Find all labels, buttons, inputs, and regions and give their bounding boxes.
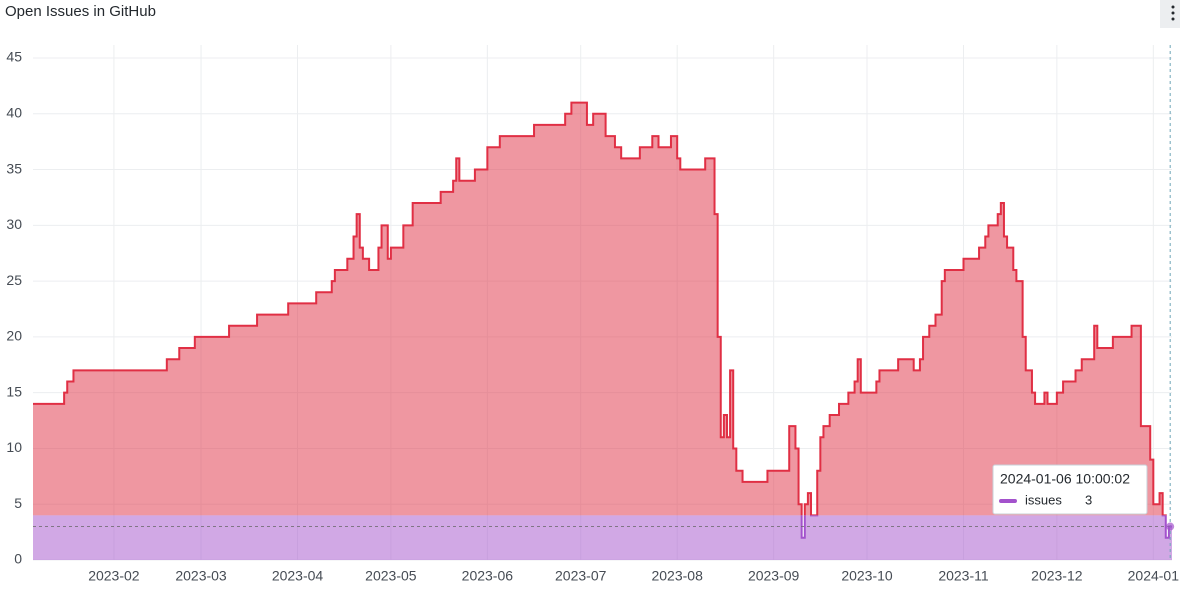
- overlay: [33, 45, 1175, 560]
- x-tick-label: 2023-03: [175, 568, 227, 584]
- x-tick-label: 2023-05: [365, 568, 417, 584]
- line: [33, 101, 1167, 516]
- menu-dot: [1171, 17, 1175, 21]
- area: [33, 102, 1163, 516]
- x-tick-label: 2023-12: [1031, 568, 1083, 584]
- menu-button[interactable]: [1160, 0, 1180, 28]
- x-tick-label: 2023-04: [272, 568, 324, 584]
- y-tick-label: 45: [6, 49, 22, 65]
- y-tick-label: 25: [6, 272, 22, 288]
- tooltip-box: [992, 464, 1148, 515]
- x-tick-label: 2023-11: [938, 568, 989, 584]
- x-tick-label: 2023-09: [748, 568, 800, 584]
- chart-title: Open Issues in GitHub: [5, 3, 156, 20]
- y-tick-label: 5: [14, 495, 22, 511]
- y-tick-label: 40: [6, 104, 22, 120]
- y-tick-label: 10: [6, 439, 22, 455]
- tooltip-time: 2024-01-06 10:00:02: [1000, 471, 1130, 487]
- y-tick-label: 30: [6, 216, 22, 232]
- x-tick-label: 2024-01: [1128, 568, 1180, 584]
- y-tick-label: 0: [14, 551, 22, 567]
- y-tick-label: 35: [6, 160, 22, 176]
- x-tick-label: 2023-07: [555, 568, 607, 584]
- x-tick-label: 2023-10: [841, 568, 893, 584]
- y-tick-label: 15: [6, 383, 22, 399]
- menu-dot: [1171, 5, 1175, 9]
- menu-dot: [1171, 11, 1175, 15]
- x-tick-label: 2023-02: [88, 568, 140, 584]
- tooltip-series: issues: [1025, 492, 1062, 507]
- hover-point: [1166, 522, 1175, 531]
- x-tick-label: 2023-08: [651, 568, 703, 584]
- tooltip-value: 3: [1085, 492, 1092, 507]
- tooltip: 2024-01-06 10:00:02 issues 3: [992, 464, 1148, 515]
- x-tick-label: 2023-06: [462, 568, 514, 584]
- y-tick-label: 20: [6, 328, 22, 344]
